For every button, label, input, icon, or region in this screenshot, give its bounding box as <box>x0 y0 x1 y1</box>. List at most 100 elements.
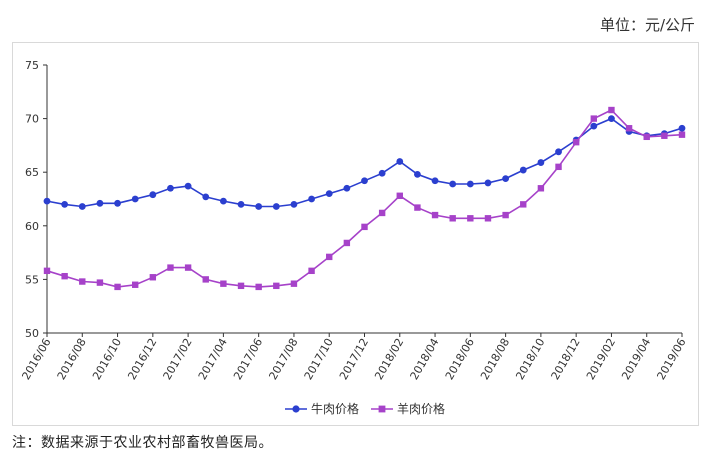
data-point-mutton <box>643 133 650 141</box>
data-point-beef <box>396 158 404 165</box>
line-chart: 50 55 60 65 70 75 2016/06 2016/08 2016/10 2016/12… <box>19 59 688 416</box>
data-point-mutton <box>114 283 121 291</box>
data-point-beef <box>608 115 615 122</box>
data-point-beef <box>519 166 527 174</box>
data-point-mutton <box>343 239 351 247</box>
x-tick-label: 2018/12 <box>549 336 583 382</box>
x-tick-label: 2016/10 <box>90 336 124 382</box>
data-point-mutton <box>308 267 315 275</box>
data-point-mutton <box>537 185 545 192</box>
data-point-beef <box>219 197 227 205</box>
x-tick-label: 2017/08 <box>266 336 300 382</box>
x-tick-label: 2019/02 <box>584 336 618 382</box>
x-tick-label: 2017/12 <box>337 336 371 382</box>
data-point-beef <box>537 159 545 166</box>
data-point-beef <box>449 180 457 188</box>
x-tick-label: 2019/06 <box>654 336 688 382</box>
data-point-mutton <box>361 223 368 231</box>
data-point-beef <box>431 177 439 185</box>
x-tick-label: 2018/02 <box>372 336 406 382</box>
y-tick-label: 65 <box>25 166 39 179</box>
x-tick-label: 2017/04 <box>196 336 230 382</box>
data-point-mutton <box>43 267 51 275</box>
data-point-beef <box>43 197 51 205</box>
data-point-beef <box>325 190 333 198</box>
data-point-beef <box>678 124 686 132</box>
data-point-mutton <box>290 280 298 287</box>
data-point-beef <box>361 177 368 185</box>
data-point-beef <box>114 199 121 207</box>
data-point-mutton <box>396 192 403 199</box>
data-point-mutton <box>255 283 262 291</box>
data-point-mutton <box>572 138 580 146</box>
data-point-mutton <box>184 264 192 271</box>
data-point-mutton <box>149 274 157 281</box>
x-tick-label: 2019/04 <box>619 336 653 382</box>
data-point-mutton <box>202 276 209 283</box>
data-point-beef <box>149 191 157 199</box>
data-point-beef <box>184 182 192 190</box>
x-tick-label: 2018/06 <box>443 336 477 382</box>
data-point-mutton <box>467 215 474 222</box>
chart-frame: 50 55 60 65 70 75 2016/06 2016/08 2016/10 2016/12… <box>12 42 699 426</box>
data-point-beef <box>255 203 263 210</box>
y-tick-label: 55 <box>25 273 39 286</box>
data-point-mutton <box>96 279 104 286</box>
data-point-mutton <box>661 132 668 139</box>
data-point-mutton <box>520 201 527 208</box>
data-point-mutton <box>273 282 280 290</box>
data-point-beef <box>202 193 210 201</box>
x-tick-label: 2016/08 <box>55 336 89 382</box>
data-point-mutton <box>414 204 421 211</box>
y-tick-label: 70 <box>25 113 39 126</box>
legend-label: 牛肉价格 <box>311 401 359 416</box>
y-tick-label: 60 <box>25 220 39 233</box>
source-note: 注：数据来源于农业农村部畜牧兽医局。 <box>12 435 273 451</box>
x-tick-label: 2016/12 <box>125 336 159 382</box>
data-point-mutton <box>449 215 456 222</box>
data-point-mutton <box>326 253 333 261</box>
series-line-beef <box>46 117 683 208</box>
data-point-beef <box>167 184 174 192</box>
x-tick-label: 2017/02 <box>161 336 195 382</box>
data-point-beef <box>78 203 86 210</box>
legend-marker-mutton <box>378 405 386 413</box>
data-point-beef <box>484 179 492 187</box>
data-point-mutton <box>502 211 509 219</box>
series-line-mutton <box>46 109 683 288</box>
data-point-mutton <box>61 272 68 280</box>
data-point-mutton <box>131 281 139 288</box>
legend-marker-beef <box>292 405 300 413</box>
data-point-beef <box>502 175 510 183</box>
unit-label: 单位：元/公斤 <box>599 16 695 34</box>
data-point-mutton <box>678 131 686 138</box>
data-point-beef <box>308 195 315 203</box>
data-point-mutton <box>237 282 245 290</box>
data-point-beef <box>414 170 421 178</box>
data-point-mutton <box>608 106 615 114</box>
data-point-mutton <box>590 115 598 122</box>
data-point-mutton <box>378 209 386 217</box>
data-point-beef <box>555 148 562 156</box>
x-tick-label: 2017/06 <box>231 336 265 382</box>
data-point-mutton <box>555 163 562 171</box>
data-point-mutton <box>167 264 174 271</box>
x-tick-label: 2018/10 <box>513 336 547 382</box>
data-point-mutton <box>79 278 86 285</box>
data-point-mutton <box>431 211 439 219</box>
x-tick-label: 2016/06 <box>19 336 53 382</box>
y-tick-label: 50 <box>25 327 39 340</box>
y-tick-label: 75 <box>25 59 39 72</box>
data-point-mutton <box>484 215 492 222</box>
data-point-beef <box>343 184 351 192</box>
legend-label: 羊肉价格 <box>397 401 445 416</box>
x-tick-label: 2018/08 <box>478 336 512 382</box>
data-point-beef <box>378 169 386 177</box>
data-point-beef <box>237 200 245 208</box>
data-point-beef <box>96 199 104 207</box>
data-point-beef <box>272 203 280 210</box>
data-point-beef <box>290 200 298 208</box>
x-tick-label: 2018/04 <box>408 336 442 382</box>
data-point-beef <box>61 200 69 208</box>
data-point-beef <box>466 180 474 188</box>
